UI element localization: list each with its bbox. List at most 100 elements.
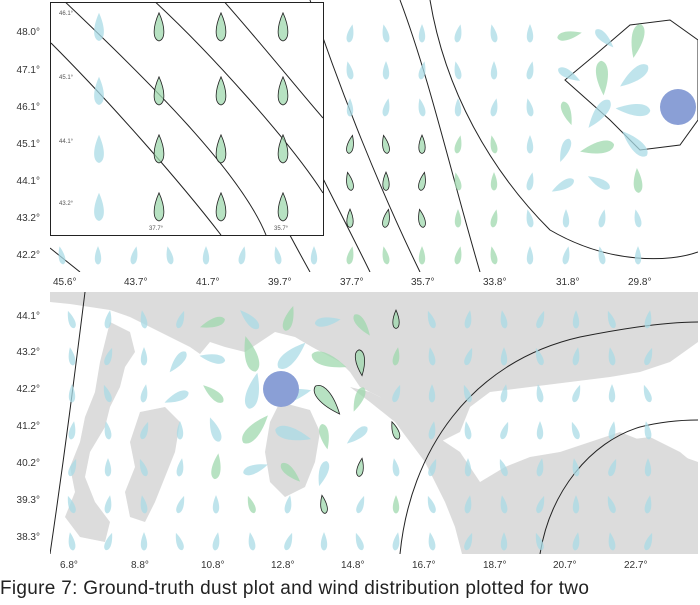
wind-lobe xyxy=(103,384,112,403)
wind-lobe xyxy=(535,347,544,366)
wind-lobe xyxy=(282,306,294,331)
bottom-map-canvas xyxy=(50,292,698,554)
wind-lobe xyxy=(382,134,390,154)
wind-lobe xyxy=(284,495,292,514)
wind-lobe xyxy=(558,67,581,81)
inset-wind-lobe xyxy=(153,75,165,106)
wind-lobe xyxy=(169,351,187,373)
wind-lobe xyxy=(382,61,390,80)
wind-lobe xyxy=(588,99,611,128)
isobar-line xyxy=(399,0,481,272)
wind-lobe xyxy=(104,310,112,329)
wind-lobe xyxy=(464,310,472,329)
bottom-y-tick: 43.2° xyxy=(16,347,40,358)
wind-lobe xyxy=(58,246,66,265)
top-y-tick: 43.2° xyxy=(16,213,40,224)
bottom-x-tick: 10.8° xyxy=(201,560,225,571)
wind-lobe xyxy=(211,453,221,480)
isobar-line xyxy=(564,19,698,151)
wind-lobe xyxy=(490,61,498,80)
inset-wind-lobe xyxy=(277,75,289,106)
wind-lobe xyxy=(392,347,400,366)
top-x-tick: 35.7° xyxy=(411,277,435,288)
wind-lobe xyxy=(428,347,436,366)
wind-lobe xyxy=(176,310,185,329)
wind-lobe xyxy=(346,61,354,80)
wind-lobe xyxy=(346,134,354,154)
isobar-line xyxy=(539,419,698,554)
wind-lobe xyxy=(356,457,364,477)
wind-lobe xyxy=(572,458,580,477)
wind-lobe xyxy=(536,384,544,403)
wind-lobe xyxy=(346,171,354,191)
wind-lobe xyxy=(247,495,256,514)
top-x-tick: 45.6° xyxy=(53,277,77,288)
wind-lobe xyxy=(464,532,473,551)
wind-lobe xyxy=(140,384,148,403)
wind-lobe xyxy=(633,167,643,193)
wind-lobe xyxy=(353,387,366,412)
wind-lobe xyxy=(580,140,615,154)
wind-lobe xyxy=(200,316,225,328)
wind-lobe xyxy=(392,532,400,551)
inset-y-tick: 46.1° xyxy=(59,11,74,17)
land-mass xyxy=(610,437,698,492)
wind-lobe xyxy=(464,458,472,477)
top-y-tick: 46.1° xyxy=(16,102,40,113)
wind-lobe xyxy=(536,310,545,329)
wind-lobe xyxy=(500,384,508,403)
bottom-y-tick: 44.1° xyxy=(16,311,40,322)
inset-wind-lobe xyxy=(153,191,165,222)
wind-lobe xyxy=(608,347,616,366)
figure-caption: Figure 7: Ground-truth dust plot and win… xyxy=(0,578,590,599)
wind-lobe xyxy=(454,98,462,117)
wind-lobe xyxy=(68,384,76,403)
wind-lobe xyxy=(572,532,580,551)
top-x-tick: 31.8° xyxy=(556,277,580,288)
wind-lobe xyxy=(428,421,436,440)
bottom-map-panel xyxy=(50,292,698,554)
wind-lobe xyxy=(562,246,570,265)
wind-lobe xyxy=(526,24,534,43)
wind-lobe xyxy=(68,347,76,366)
wind-lobe xyxy=(248,532,256,551)
wind-lobe xyxy=(418,246,426,265)
wind-lobe xyxy=(560,138,572,163)
wind-lobe xyxy=(203,385,224,403)
wind-lobe xyxy=(500,347,508,366)
wind-lobe xyxy=(346,208,354,228)
bottom-x-tick: 14.8° xyxy=(341,560,365,571)
wind-lobe xyxy=(535,532,544,551)
wind-lobe xyxy=(644,532,653,551)
inset-wind-lobe xyxy=(94,12,104,42)
inset-wind-lobe xyxy=(215,75,227,106)
wind-lobe xyxy=(314,317,341,327)
wind-lobe xyxy=(104,532,113,551)
wind-lobe xyxy=(418,171,426,191)
wind-lobe xyxy=(454,172,462,191)
wind-lobe xyxy=(464,421,472,440)
wind-lobe xyxy=(572,347,580,366)
wind-lobe xyxy=(607,310,616,329)
wind-lobe xyxy=(243,464,268,476)
wind-lobe xyxy=(490,135,498,154)
bottom-x-tick: 20.7° xyxy=(553,560,577,571)
wind-lobe xyxy=(353,314,370,336)
inset-y-tick: 43.2° xyxy=(59,201,74,207)
bottom-y-tick: 39.3° xyxy=(16,495,40,506)
wind-lobe xyxy=(464,495,472,514)
wind-lobe xyxy=(318,461,330,487)
land-mass xyxy=(350,387,698,554)
wind-lobe xyxy=(427,310,436,329)
wind-lobe xyxy=(644,458,652,477)
wind-lobe xyxy=(463,384,472,403)
wind-lobe xyxy=(320,494,328,514)
wind-lobe xyxy=(355,532,364,551)
zoom-inset: 46.1° 45.1° 44.1° 43.2° 37.7° 35.7° xyxy=(50,2,324,236)
bottom-x-tick: 22.7° xyxy=(624,560,648,571)
wind-lobe xyxy=(311,351,347,368)
wind-lobe xyxy=(320,532,328,551)
wind-lobe xyxy=(631,23,645,58)
wind-lobe xyxy=(572,310,580,329)
wind-lobe xyxy=(277,342,306,369)
